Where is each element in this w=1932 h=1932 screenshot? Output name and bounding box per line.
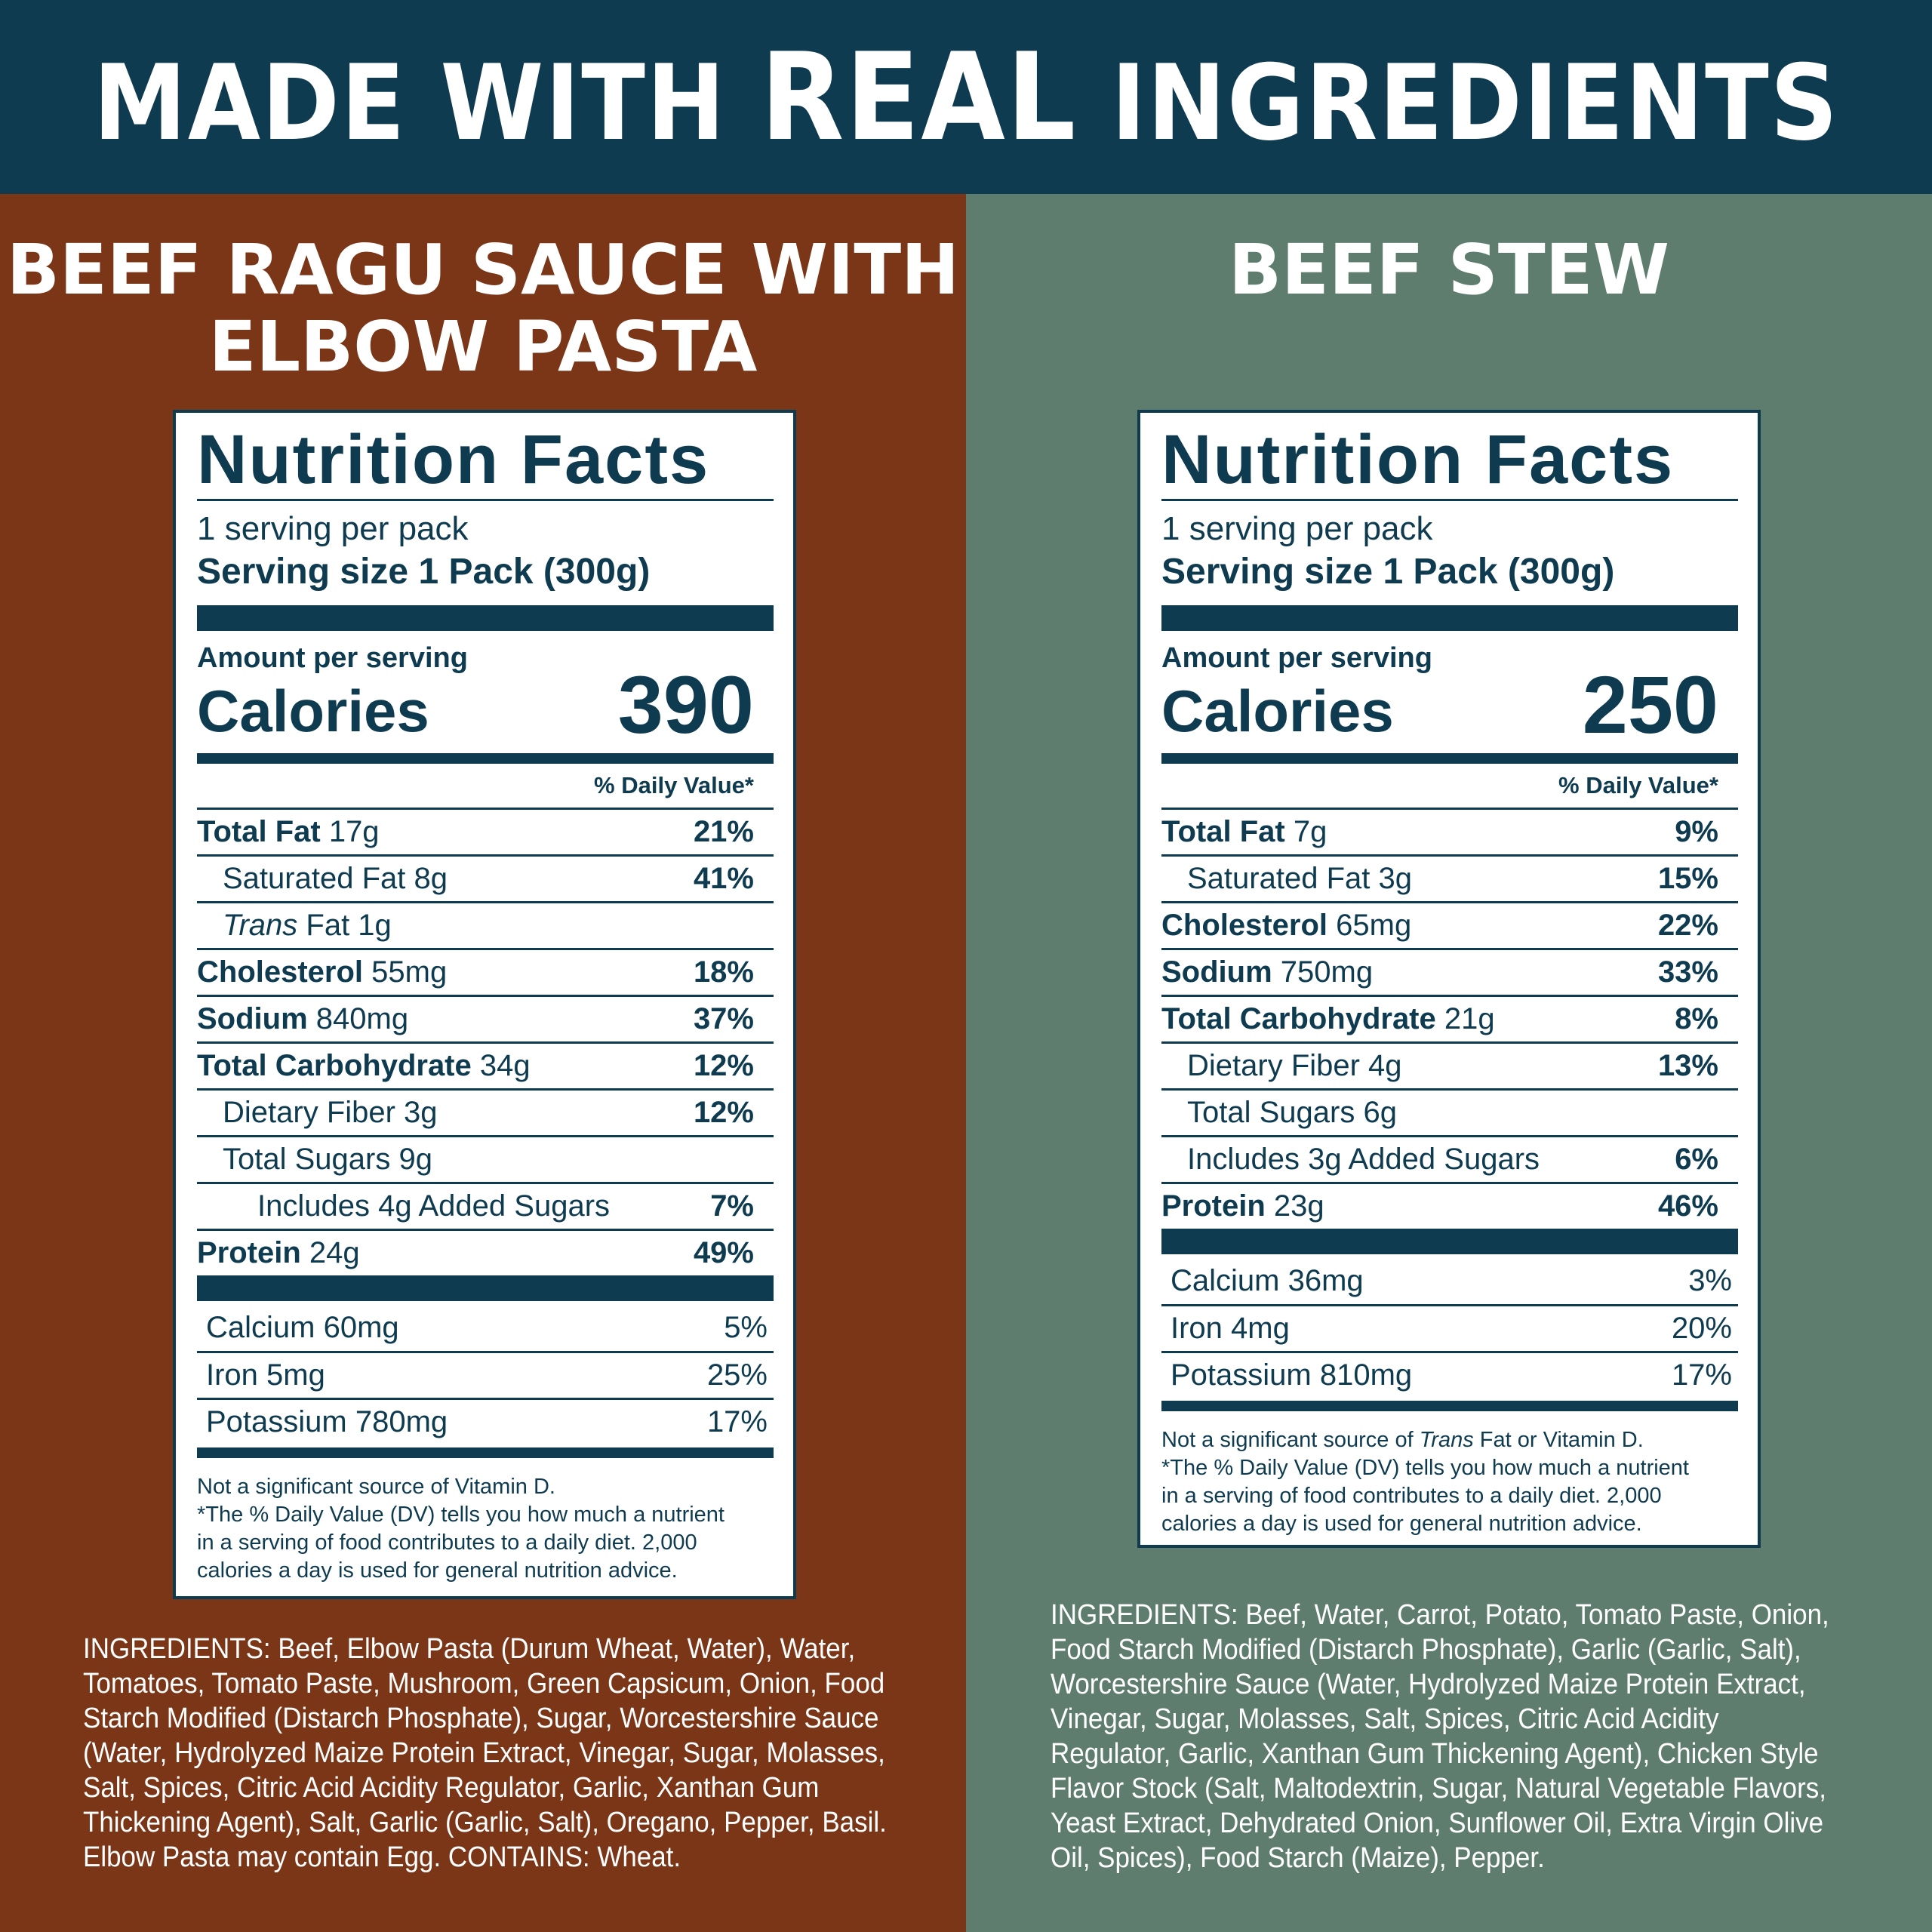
footnote: Not a significant source of Vitamin D. *… (197, 1475, 724, 1583)
nutrient-row: Total Carbohydrate 21g 8% (1161, 995, 1738, 1041)
banner-title: MADE WITH REAL INGREDIENTS (93, 26, 1839, 168)
nutrient-row: Sodium 840mg 37% (197, 995, 774, 1041)
beef-stew-panel: BEEF STEW Nutrition Facts 1 serving per … (966, 194, 1932, 1932)
nutrient-row: Cholesterol 65mg 22% (1161, 901, 1738, 948)
ingredients-text: INGREDIENTS: Beef, Water, Carrot, Potato… (1051, 1599, 1829, 1874)
nutrient-row: Sodium 750mg 33% (1161, 948, 1738, 995)
nutrient-row: Protein 23g 46% (1161, 1182, 1738, 1229)
vitamin-row: Calcium 60mg 5% (206, 1310, 768, 1344)
nutrient-row: Saturated Fat 8g 41% (197, 854, 774, 901)
nutrient-row: Total Carbohydrate 34g 12% (197, 1041, 774, 1088)
vitamin-row: Potassium 810mg 17% (1161, 1351, 1738, 1398)
nutrient-row: Trans Fat 1g (197, 901, 774, 948)
serving-size: Serving size 1 Pack (300g) (1161, 552, 1615, 592)
nutrient-row: Cholesterol 55mg 18% (197, 948, 774, 995)
daily-value-header: % Daily Value* (594, 772, 754, 798)
product-title: BEEF STEW (1228, 229, 1670, 310)
nutrient-row: Includes 3g Added Sugars 6% (1161, 1135, 1738, 1182)
servings-per-pack: 1 serving per pack (1161, 510, 1433, 547)
footnote: Not a significant source of Trans Fat or… (1161, 1428, 1689, 1536)
daily-value-header: % Daily Value* (1558, 772, 1718, 798)
servings-per-pack: 1 serving per pack (197, 510, 469, 547)
nutrient-row: Includes 4g Added Sugars 7% (197, 1182, 774, 1229)
product-title: BEEF RAGU SAUCE WITH ELBOW PASTA (6, 229, 960, 387)
header-banner: MADE WITH REAL INGREDIENTS (0, 0, 1932, 194)
calories-value: 390 (617, 659, 754, 750)
nutrient-row: Total Sugars 6g (1161, 1088, 1738, 1135)
calories-row: Calories 250 (1161, 659, 1718, 750)
nutrition-facts-title: Nutrition Facts (197, 421, 710, 498)
vitamin-row: Calcium 36mg 3% (1171, 1263, 1732, 1297)
amount-per-serving: Amount per serving (1161, 642, 1432, 674)
nutrition-facts-label: Nutrition Facts 1 serving per pack Servi… (1137, 410, 1761, 1548)
nutrition-facts-title: Nutrition Facts (1161, 421, 1675, 498)
nutrient-row: Protein 24g 49% (197, 1229, 774, 1275)
nutrition-facts-label: Nutrition Facts 1 serving per pack Servi… (173, 410, 796, 1599)
vitamin-row: Iron 4mg 20% (1161, 1304, 1738, 1351)
nutrient-row: Total Fat 17g 21% (197, 808, 774, 854)
nutrient-row: Total Sugars 9g (197, 1135, 774, 1182)
calories-value: 250 (1582, 659, 1718, 750)
beef-ragu-panel: BEEF RAGU SAUCE WITH ELBOW PASTA Nutriti… (0, 194, 966, 1932)
vitamin-row: Potassium 780mg 17% (197, 1398, 774, 1444)
vitamin-row: Iron 5mg 25% (197, 1351, 774, 1398)
nutrient-row: Total Fat 7g 9% (1161, 808, 1738, 854)
serving-size: Serving size 1 Pack (300g) (197, 552, 651, 592)
amount-per-serving: Amount per serving (197, 642, 468, 674)
nutrient-row: Dietary Fiber 4g 13% (1161, 1041, 1738, 1088)
ingredients-text: INGREDIENTS: Beef, Elbow Pasta (Durum Wh… (83, 1633, 887, 1873)
nutrient-row: Saturated Fat 3g 15% (1161, 854, 1738, 901)
nutrient-row: Dietary Fiber 3g 12% (197, 1088, 774, 1135)
calories-row: Calories 390 (197, 659, 754, 750)
